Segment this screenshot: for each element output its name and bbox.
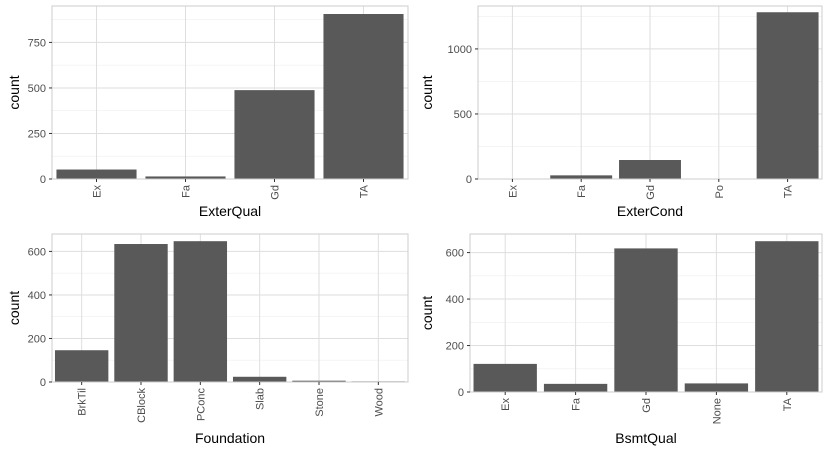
panel-background [52,234,408,382]
bar-fa [543,383,608,392]
bar-fa [550,175,613,179]
x-tick-label-brktil: BrkTil [77,388,89,416]
chart-panel-exterqual: 0 250 500 750 Ex Fa Gd TA ExterQual count [6,5,409,219]
bar-pconc [173,241,228,382]
x-tick-label-ex: Ex [500,398,512,411]
bar-ta [755,241,819,392]
x-tick-label-slab: Slab [255,388,267,410]
y-tick-label: 200 [446,341,464,353]
y-tick-label: 0 [40,377,46,389]
x-tick-label-stone: Stone [314,388,326,417]
x-axis-title: BsmtQual [615,430,676,446]
y-tick-label: 250 [28,128,46,140]
y-tick-label: 400 [446,294,464,306]
x-tick-label-fa: Fa [181,184,193,198]
panel-border [51,233,409,383]
y-tick-label: 600 [28,246,46,258]
y-axis-title: count [6,75,22,109]
y-tick-label: 0 [458,387,464,399]
y-axis-title: count [419,296,435,330]
x-axis-title: ExterQual [199,203,261,219]
y-tick-label: 1000 [448,44,472,56]
y-tick-label: 500 [454,109,472,121]
bar-gd [614,248,678,392]
chart-panel-extercond: 0 500 1000 Ex Fa Gd Po TA ExterCond count [419,5,823,219]
x-tick-label-cblock: CBlock [136,388,148,423]
x-tick-label-ta: TA [782,397,794,411]
bar-ta [323,14,404,179]
y-tick-label: 600 [446,248,464,260]
x-tick-label-wood: Wood [373,388,385,417]
x-axis-title: ExterCond [617,203,683,219]
x-tick-label-gd: Gd [645,185,657,200]
x-axis-title: Foundation [195,430,265,446]
y-tick-label: 0 [40,174,46,186]
chart-panel-bsmtqual: 0 200 400 600 Ex Fa Gd None TA BsmtQual count [419,233,823,446]
x-tick-label-gd: Gd [641,398,653,413]
x-tick-label-ex: Ex [92,185,104,198]
x-tick-label-po: Po [714,185,726,198]
bar-slab [232,376,287,382]
x-tick-label-pconc: PConc [195,388,207,422]
bar-stone [292,380,346,382]
panel-border [51,5,409,180]
x-tick-label-ta: TA [783,184,795,198]
x-tick-label-none: None [711,398,723,424]
bar-gd [234,90,315,179]
y-tick-label: 750 [28,37,46,49]
y-tick-label: 200 [28,333,46,345]
x-tick-label-ex: Ex [507,185,519,198]
y-tick-label: 400 [28,290,46,302]
y-tick-label: 500 [28,83,46,95]
y-axis-title: count [419,75,435,109]
bar-brktil [54,350,109,382]
y-axis-title: count [6,291,22,325]
y-tick-label: 0 [466,174,472,186]
bar-fa [145,176,226,179]
bar-gd [619,160,681,179]
chart-panel-foundation: 0 200 400 600 BrkTil CBlock PConc Slab Stone Wood… [6,233,409,446]
x-tick-label-ta: TA [359,184,371,198]
bar-ta [756,12,819,180]
bar-ex [56,169,137,179]
bar-ex [473,363,537,392]
bar-none [684,383,749,392]
x-tick-label-gd: Gd [270,185,282,200]
bar-cblock [114,244,168,382]
x-tick-label-fa: Fa [576,184,588,198]
x-tick-label-fa: Fa [571,397,583,411]
